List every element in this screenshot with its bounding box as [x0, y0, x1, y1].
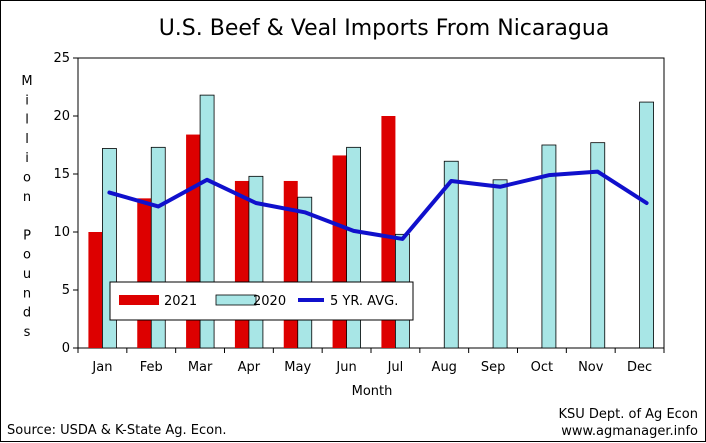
x-tick-label: Sep — [481, 360, 506, 375]
y-axis-label-letter: o — [23, 171, 31, 186]
y-axis-ticks: 0 5 10 15 20 25 — [53, 51, 78, 356]
bar-2021-feb — [137, 198, 152, 348]
x-tick-label: Nov — [578, 360, 604, 375]
y-axis-label-letter: s — [24, 325, 31, 340]
x-axis-ticks: Jan Feb Mar Apr May Jun Jul Aug Sep Oct Nov Dec — [77, 348, 665, 375]
y-tick-label: 10 — [53, 225, 70, 240]
y-axis-label-letter: i — [25, 93, 29, 108]
y-tick-label: 5 — [62, 283, 70, 298]
legend-swatch-2021 — [119, 295, 159, 305]
bar-2020-oct — [541, 144, 557, 349]
y-tick-label: 0 — [62, 341, 70, 356]
x-tick-label: Jun — [335, 360, 356, 375]
bar-2020-nov — [590, 142, 606, 349]
bar-2021-apr — [234, 180, 249, 348]
bar-2021-jan — [88, 232, 103, 348]
legend-box — [109, 281, 414, 321]
bar-2020-dec — [639, 101, 654, 349]
x-axis-label: Month — [352, 384, 393, 399]
x-tick-label: Apr — [238, 360, 261, 375]
chart-title: U.S. Beef & Veal Imports From Nicaragua — [159, 16, 610, 41]
x-tick-label: Jul — [387, 360, 404, 375]
x-tick-label: Mar — [188, 360, 213, 375]
y-axis-label-letter: l — [25, 132, 29, 147]
y-axis-label-letter: M — [21, 74, 32, 89]
y-axis-label-letter: l — [25, 113, 29, 128]
bar-2020-may — [297, 196, 313, 349]
y-axis-label-letter: n — [23, 190, 31, 205]
y-axis-label-letter: o — [23, 248, 31, 263]
legend-label: 5 YR. AVG. — [330, 294, 398, 309]
bar-2021-may — [283, 180, 298, 348]
legend-swatch-2020 — [215, 294, 257, 306]
y-axis-label-letter: n — [23, 286, 31, 301]
bar-2020-aug — [443, 160, 459, 349]
y-axis-label-letter: u — [23, 267, 31, 282]
y-tick-label: 20 — [53, 109, 70, 124]
y-axis-label-letter: d — [23, 306, 31, 321]
bar-2020-sep — [492, 179, 508, 349]
x-tick-label: Oct — [531, 360, 553, 375]
x-tick-label: Jan — [91, 360, 112, 375]
x-tick-label: May — [284, 360, 311, 375]
credit-line-2: www.agmanager.info — [561, 424, 698, 439]
legend-label: 2021 — [164, 294, 197, 309]
y-tick-label: 25 — [53, 51, 70, 66]
y-tick-label: 15 — [53, 167, 70, 182]
avg-line — [107, 169, 649, 241]
avg-line-layer — [107, 169, 649, 241]
legend-label: 2020 — [253, 294, 286, 309]
y-axis-label-letter: i — [25, 151, 29, 166]
source-note: Source: USDA & K-State Ag. Econ. — [7, 423, 227, 438]
x-tick-label: Aug — [432, 360, 457, 375]
x-tick-label: Dec — [627, 360, 652, 375]
legend: 2021 2020 5 YR. AVG. — [109, 281, 414, 321]
credit-line-1: KSU Dept. of Ag Econ — [558, 407, 698, 422]
y-axis-label-letter: P — [23, 228, 31, 243]
x-tick-label: Feb — [140, 360, 163, 375]
